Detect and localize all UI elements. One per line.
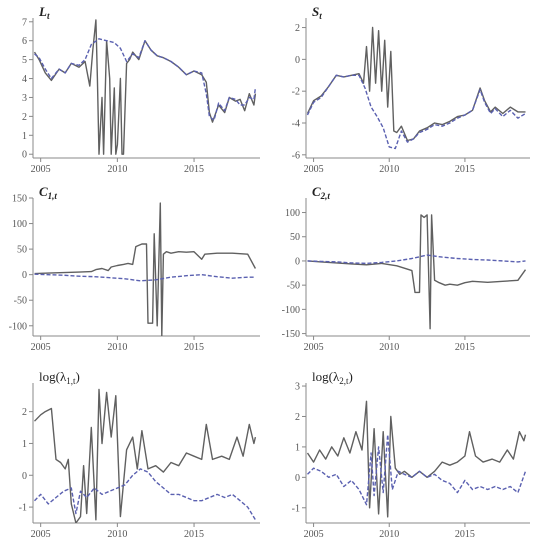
series-line-2 xyxy=(306,74,526,150)
panel-title: C2,t xyxy=(312,184,330,201)
panel-5: 2005 2010 2015 -1 0 1 2 log(λ1,t) xyxy=(19,369,260,540)
panel-6: 2005 2010 2015 -1 0 1 2 3 log(λ2,t) xyxy=(292,369,530,540)
y-tick-label: 2 xyxy=(295,23,300,34)
y-tick-label: 3 xyxy=(22,93,27,104)
x-tick-label: 2015 xyxy=(184,529,204,540)
y-tick-label: 0 xyxy=(295,55,300,66)
series-line-2 xyxy=(307,254,526,265)
y-tick-label: -100 xyxy=(282,305,300,316)
panel-title: log(λ2,t) xyxy=(312,369,353,386)
y-tick-label: -50 xyxy=(287,281,300,292)
series-line-1 xyxy=(306,400,527,518)
y-tick-label: 1 xyxy=(22,439,27,450)
y-tick-label: 3 xyxy=(295,382,300,393)
y-tick-label: 1 xyxy=(22,131,27,142)
x-tick-label: 2010 xyxy=(379,164,399,175)
y-tick-label: 50 xyxy=(290,232,300,243)
y-tick-label: 0 xyxy=(295,256,300,267)
y-tick-label: 1 xyxy=(295,442,300,453)
y-tick-label: 5 xyxy=(22,55,27,66)
x-tick-label: 2005 xyxy=(31,164,51,175)
y-tick-label: 0 xyxy=(22,471,27,482)
x-tick-label: 2015 xyxy=(455,164,475,175)
panel-4: 2005 2010 2015 -150 -100 -50 0 50 100 C2,t xyxy=(282,184,530,353)
x-tick-label: 2015 xyxy=(455,342,475,353)
y-tick-label: 2 xyxy=(295,412,300,423)
x-tick-label: 2015 xyxy=(455,529,475,540)
x-tick-label: 2015 xyxy=(184,342,204,353)
y-tick-label: 2 xyxy=(22,407,27,418)
panel-title: C1,t xyxy=(39,184,57,201)
y-tick-label: -6 xyxy=(292,150,300,161)
y-tick-label: 2 xyxy=(22,112,27,123)
series-line-1 xyxy=(34,202,257,336)
panel-1: 2005 2010 2015 0 1 2 3 4 5 6 7 Lt xyxy=(22,4,260,175)
y-tick-label: 7 xyxy=(22,17,27,28)
y-tick-label: -50 xyxy=(14,296,27,307)
x-tick-label: 2005 xyxy=(304,342,324,353)
y-tick-label: 6 xyxy=(22,36,27,47)
series-line-1 xyxy=(33,19,257,155)
x-tick-label: 2005 xyxy=(304,164,324,175)
series-line-1 xyxy=(33,388,257,523)
panel-3: 2005 2010 2015 -100 -50 0 50 100 150 C1,t xyxy=(9,184,260,353)
x-tick-label: 2005 xyxy=(31,342,51,353)
series-line-1 xyxy=(306,26,526,142)
y-tick-label: 0 xyxy=(22,150,27,161)
panel-title: Lt xyxy=(38,4,50,21)
x-tick-label: 2010 xyxy=(107,342,127,353)
y-tick-label: 0 xyxy=(295,473,300,484)
x-tick-label: 2015 xyxy=(184,164,204,175)
panel-title: St xyxy=(312,4,322,21)
y-tick-label: -1 xyxy=(292,503,300,514)
x-tick-label: 2010 xyxy=(379,529,399,540)
x-tick-label: 2010 xyxy=(107,529,127,540)
x-tick-label: 2010 xyxy=(379,342,399,353)
y-tick-label: 4 xyxy=(22,74,27,85)
panel-title: log(λ1,t) xyxy=(39,369,80,386)
y-tick-label: -4 xyxy=(292,119,300,130)
series-line-2 xyxy=(307,434,527,506)
y-tick-label: 0 xyxy=(22,270,27,281)
y-tick-label: 50 xyxy=(17,245,27,256)
x-tick-label: 2005 xyxy=(304,529,324,540)
series-line-2 xyxy=(34,273,256,282)
y-tick-label: -150 xyxy=(282,329,300,340)
series-line-2 xyxy=(34,468,256,521)
x-tick-label: 2010 xyxy=(107,164,127,175)
y-tick-label: 100 xyxy=(285,208,300,219)
y-tick-label: -1 xyxy=(19,503,27,514)
y-tick-label: -2 xyxy=(292,87,300,98)
panel-2: 2005 2010 2015 -6 -4 -2 0 2 St xyxy=(292,4,530,175)
y-tick-label: -100 xyxy=(9,321,27,332)
series-line-1 xyxy=(307,214,527,330)
y-tick-label: 150 xyxy=(12,194,27,205)
series-line-2 xyxy=(34,38,257,121)
y-tick-label: 100 xyxy=(12,219,27,230)
x-tick-label: 2005 xyxy=(31,529,51,540)
